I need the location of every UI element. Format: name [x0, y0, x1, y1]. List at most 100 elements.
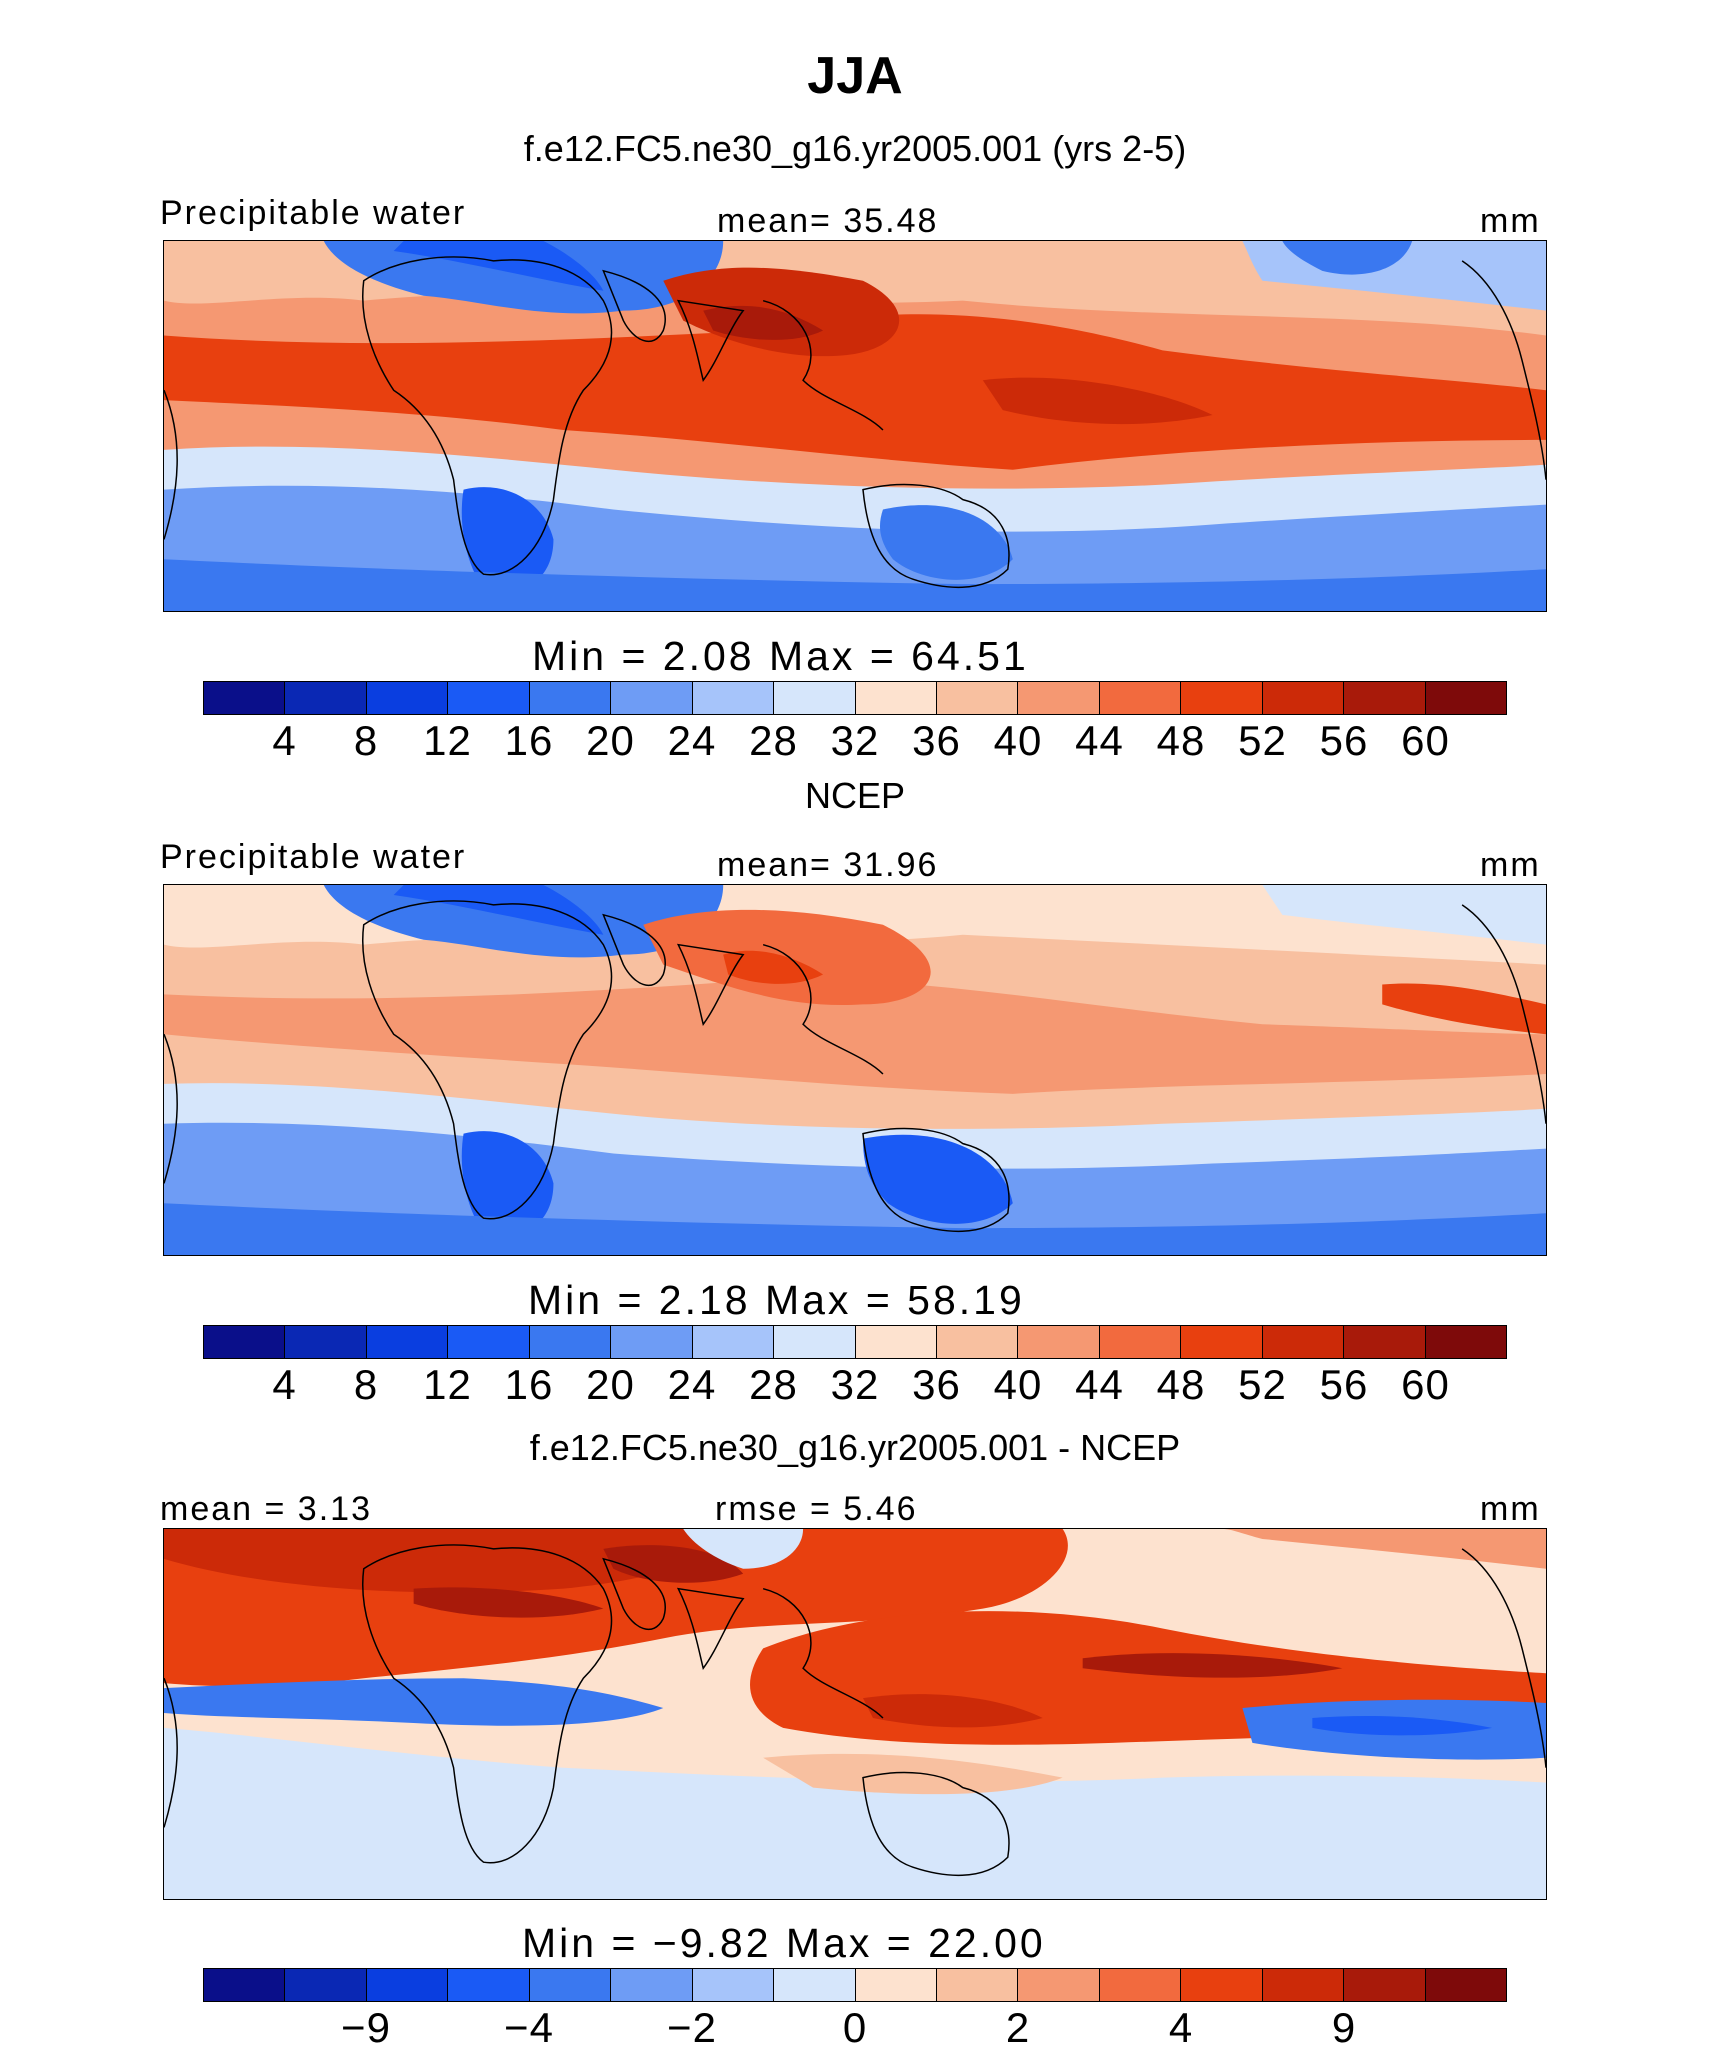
colorbar-swatch [1262, 682, 1345, 714]
new-guinea-max [862, 1694, 1043, 1728]
se-pacific-min [1312, 1716, 1493, 1736]
southern-africa-dry [461, 487, 554, 592]
colorbar-swatch [285, 1326, 367, 1358]
colorbar-swatch [692, 1326, 775, 1358]
colorbar-tick-label: 28 [749, 717, 798, 764]
panel3-mean-label: mean = 3.13 [160, 1490, 372, 1528]
colorbar-swatch [285, 1969, 367, 2001]
panel2-minmax: Min = 2.18 Max = 58.19 [528, 1277, 1025, 1323]
colorbar-tick-label: 24 [667, 1361, 717, 1408]
colorbar-swatch [855, 1969, 937, 2001]
panel1-mean-label: mean= 35.48 [717, 202, 939, 240]
colorbar-tick-label: −2 [667, 2004, 717, 2051]
colorbar-tick-label: 60 [1401, 717, 1450, 764]
west-pacific-warm-pool [982, 377, 1213, 425]
panel3-colorbar [203, 1968, 1507, 2002]
coastlines [164, 900, 1546, 1233]
colorbar-swatch [611, 1326, 693, 1358]
panel2-heading: NCEP [804, 775, 906, 816]
colorbar-swatch [1099, 1969, 1182, 2001]
sahel-max [413, 1587, 604, 1618]
colorbar-swatch [366, 1326, 449, 1358]
colorbar-tick-label: 52 [1238, 1361, 1287, 1408]
colorbar-tick-label: 0 [842, 2004, 868, 2051]
figure-title: JJA [807, 47, 903, 105]
panel2-units-label: mm [1480, 846, 1541, 884]
colorbar-tick-label: 4 [1168, 2004, 1194, 2051]
colorbar-swatch [936, 1326, 1019, 1358]
colorbar-tick-label: 56 [1319, 717, 1369, 764]
colorbar-tick-label: 40 [993, 717, 1043, 764]
colorbar-tick-label: 4 [272, 1361, 297, 1408]
north-band [164, 1529, 1546, 1569]
panel3-rmse-label: rmse = 5.46 [715, 1490, 918, 1528]
panel3-minmax: Min = −9.82 Max = 22.00 [522, 1920, 1046, 1966]
colorbar-tick-label: 4 [272, 717, 297, 764]
americas-coast [1461, 904, 1546, 1124]
south-atlantic-neg [164, 1678, 664, 1726]
colorbar-tick-label: 32 [830, 717, 880, 764]
india-coast [676, 943, 745, 1026]
panel3-map [163, 1528, 1547, 1900]
colorbar-tick-label: 48 [1156, 1361, 1206, 1408]
australia-dry [862, 1134, 1013, 1224]
colorbar-tick-label: 8 [353, 717, 379, 764]
colorbar-tick-label: 9 [1331, 2004, 1357, 2051]
panel2-colorbar [203, 1325, 1507, 1359]
colorbar-swatch [1344, 682, 1426, 714]
panel1-units-label: mm [1480, 202, 1541, 240]
india-coast [676, 1587, 745, 1670]
north-pacific-dry [1262, 885, 1546, 945]
africa-coast [362, 1544, 613, 1864]
bay-of-bengal [723, 950, 824, 984]
colorbar-swatch [529, 1326, 612, 1358]
colorbar-swatch [529, 682, 612, 714]
colorbar-swatch [448, 1969, 530, 2001]
colorbar-swatch [855, 1326, 937, 1358]
colorbar-swatch [774, 1969, 856, 2001]
panel1-left-label: Precipitable water [160, 194, 467, 232]
arabia-coast [602, 269, 666, 342]
colorbar-swatch [204, 1969, 286, 2001]
colorbar-swatch [1181, 1969, 1263, 2001]
south-america-coast [164, 1033, 178, 1184]
colorbar-swatch [204, 1326, 286, 1358]
colorbar-tick-label: 8 [353, 1361, 379, 1408]
north-america-dry [1282, 241, 1413, 275]
colorbar-tick-label: 56 [1319, 1361, 1369, 1408]
colorbar-swatch [1344, 1969, 1426, 2001]
southern-ocean-dry [164, 1203, 1546, 1255]
coastlines [164, 1544, 1546, 1877]
australia-coast [862, 1771, 1010, 1877]
colorbar-swatch [692, 682, 775, 714]
panel2-map-field [164, 885, 1546, 1255]
colorbar-tick-label: 60 [1401, 1361, 1450, 1408]
panel2-mean-label: mean= 31.96 [717, 846, 939, 884]
colorbar-swatch [611, 682, 693, 714]
east-pacific-itcz [1382, 983, 1546, 1035]
colorbar-swatch [1262, 1969, 1345, 2001]
panel2-left-label: Precipitable water [160, 838, 467, 876]
colorbar-tick-label: 12 [423, 717, 472, 764]
africa-coast [362, 256, 613, 576]
panel1-heading: f.e12.FC5.ne30_g16.yr2005.001 (yrs 2-5) [523, 128, 1187, 169]
colorbar-swatch [692, 1969, 775, 2001]
australia-dry [879, 505, 1013, 580]
colorbar-swatch [936, 682, 1019, 714]
southern-ocean-dry [164, 559, 1546, 611]
colorbar-tick-label: 12 [423, 1361, 472, 1408]
south-america-coast [164, 389, 178, 540]
colorbar-tick-label: 20 [586, 1361, 635, 1408]
tibet-neg [683, 1529, 804, 1569]
colorbar-swatch [1344, 1326, 1426, 1358]
colorbar-tick-label: 48 [1156, 717, 1206, 764]
colorbar-tick-label: 28 [749, 1361, 798, 1408]
colorbar-tick-label: 16 [504, 717, 554, 764]
panel1-colorbar [203, 681, 1507, 715]
south-neutral [164, 1727, 1546, 1899]
colorbar-tick-label: 36 [912, 717, 961, 764]
panel1-map [163, 240, 1547, 612]
panel3-map-field [164, 1529, 1546, 1899]
australia-coast [862, 483, 1010, 589]
colorbar-tick-label: 16 [504, 1361, 554, 1408]
